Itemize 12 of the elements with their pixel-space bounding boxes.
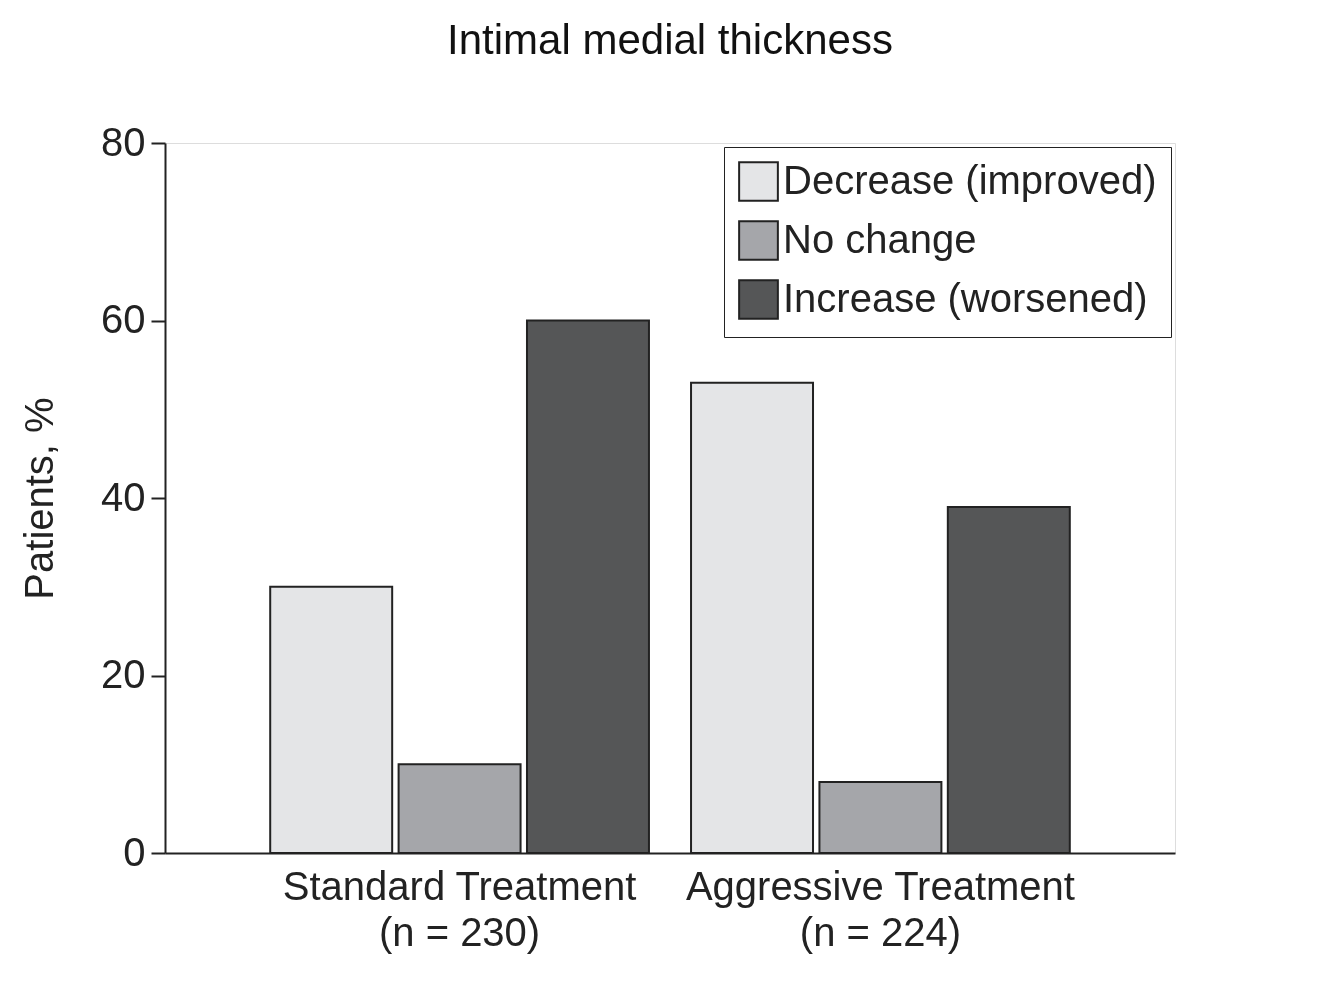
y-axis-title: Patients, % bbox=[17, 397, 62, 600]
x-tick-label: Standard Treatment (n = 230) bbox=[282, 863, 637, 954]
y-tick-label: 60 bbox=[101, 297, 146, 341]
legend-label: No change bbox=[783, 216, 977, 261]
chart-title: Intimal medial thickness bbox=[447, 16, 893, 63]
legend-label: Decrease (improved) bbox=[783, 157, 1157, 202]
y-tick-label: 80 bbox=[101, 119, 146, 164]
legend-label: Increase (worsened) bbox=[783, 275, 1148, 320]
y-tick-label: 0 bbox=[123, 829, 146, 874]
y-tick-label: 40 bbox=[101, 474, 146, 519]
x-tick-label: Aggressive Treatment (n = 224) bbox=[685, 863, 1075, 954]
y-tick-label: 20 bbox=[101, 652, 146, 696]
